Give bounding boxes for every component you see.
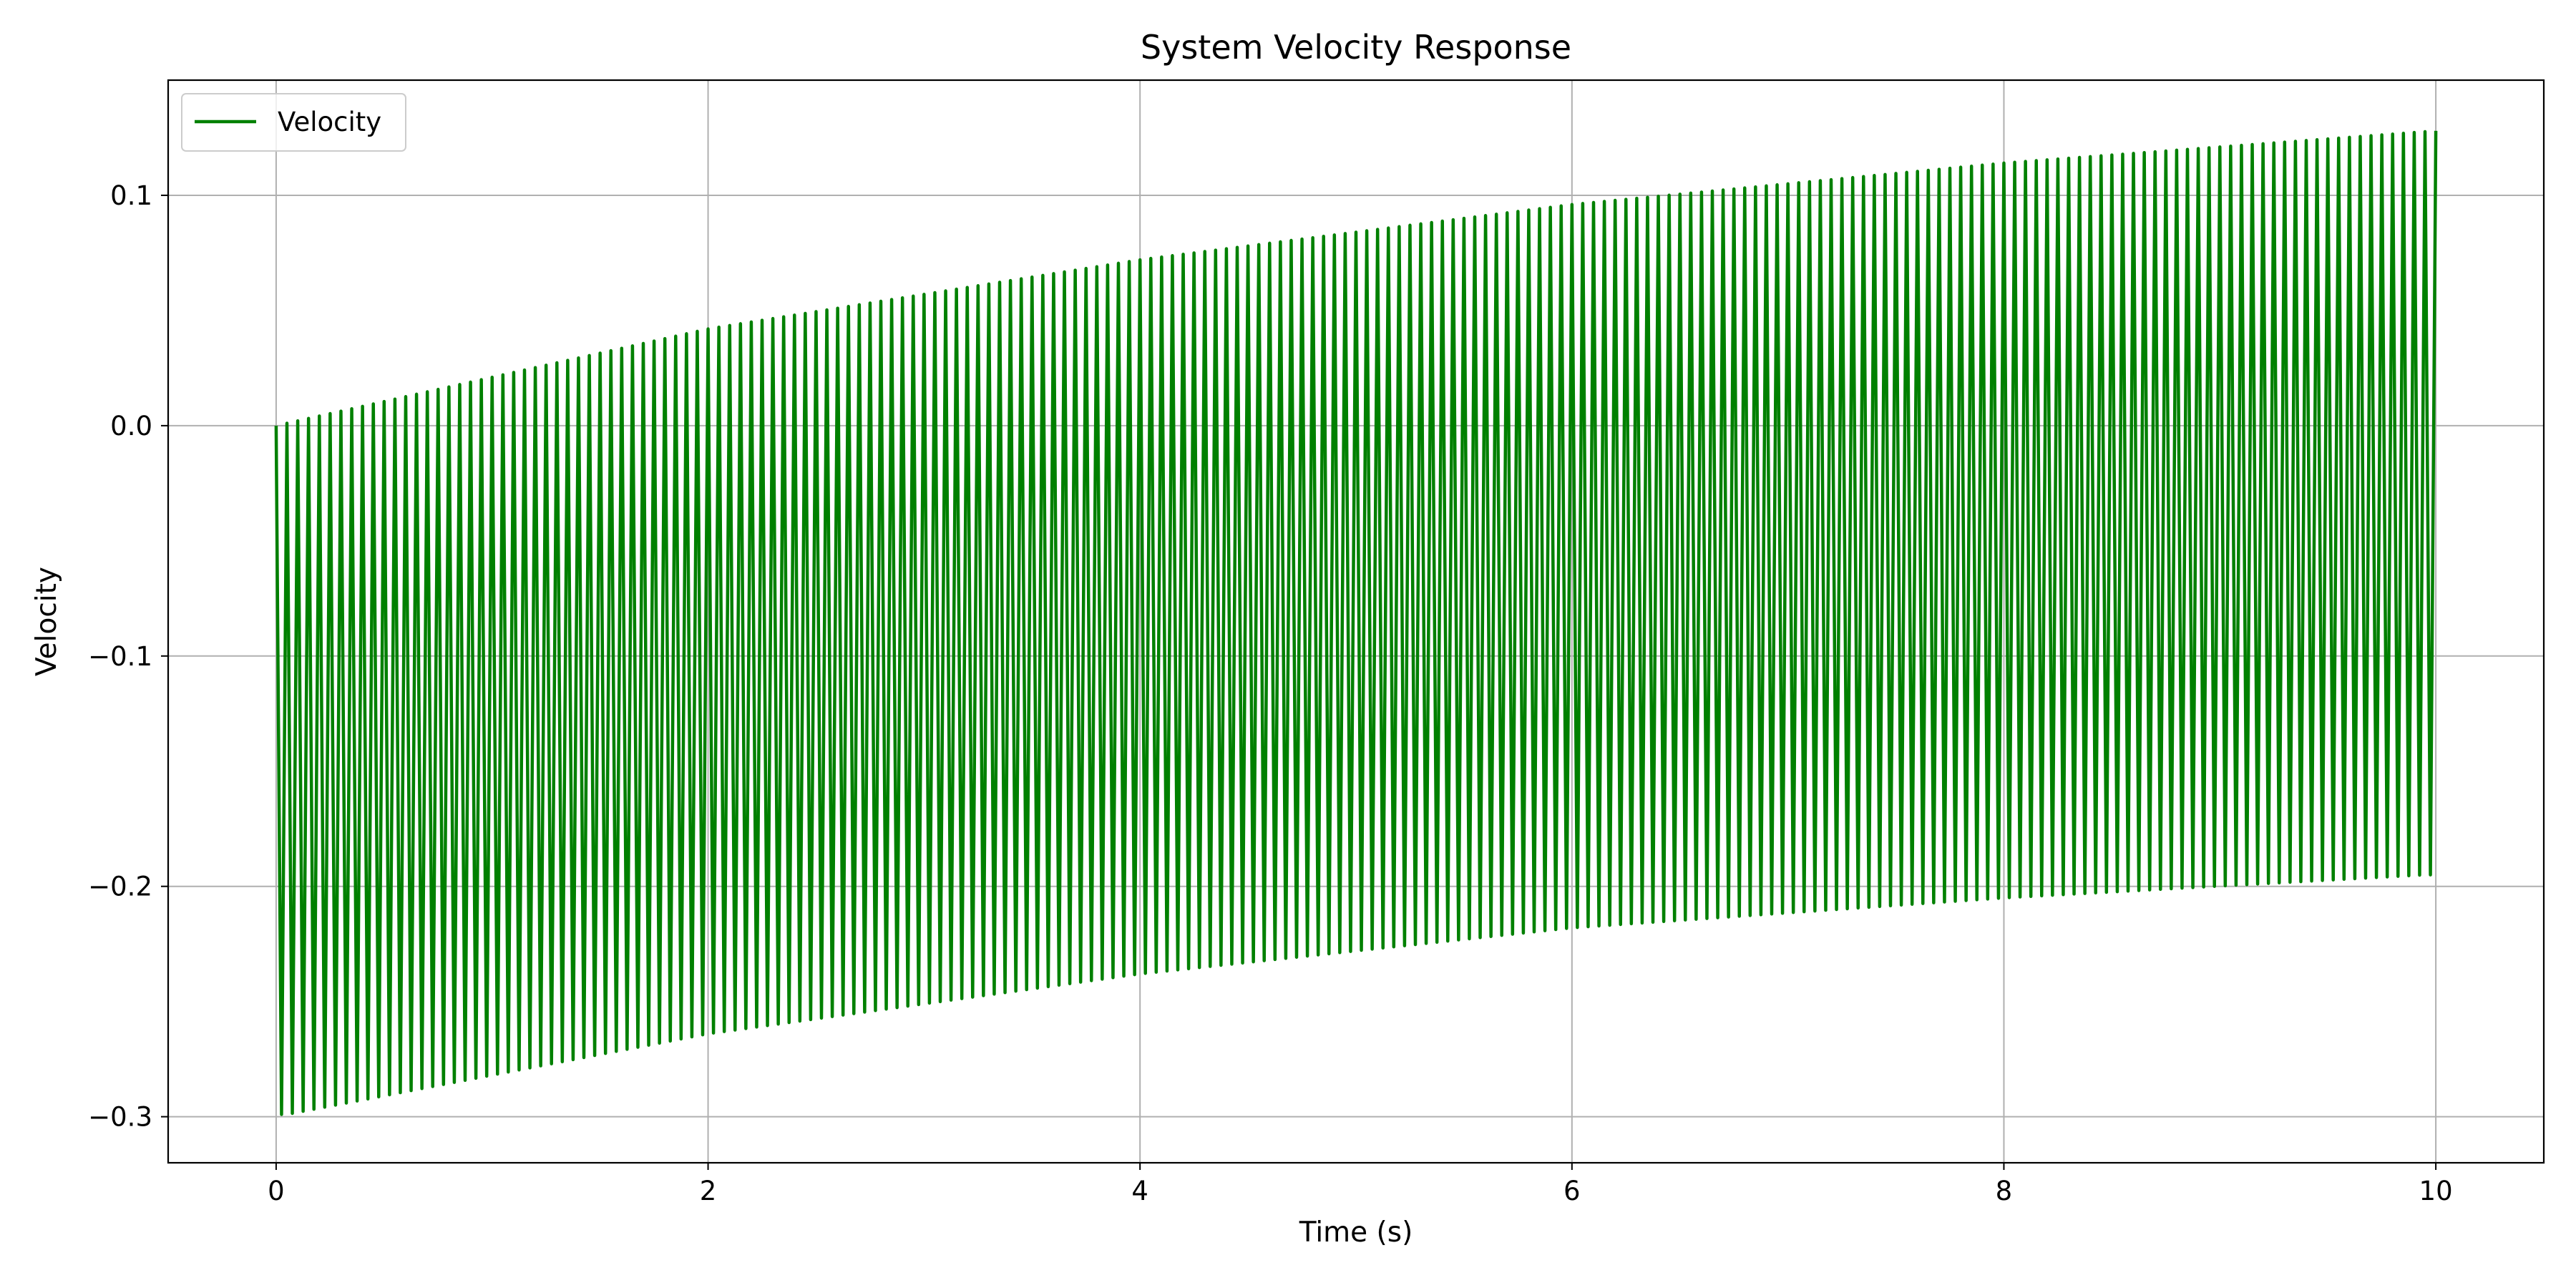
x-tick-label: 0	[268, 1176, 285, 1206]
y-tick-label: −0.1	[88, 641, 152, 672]
x-axis-label: Time (s)	[1299, 1216, 1413, 1249]
legend-box	[181, 93, 406, 152]
axes-frame	[167, 79, 2545, 1164]
x-tick-label: 2	[700, 1176, 717, 1206]
tick-labels: 0 2 4 6 8 10 0.1 0.0 −0.1 −0.2 −0.3	[88, 180, 2452, 1206]
x-tick-label: 4	[1131, 1176, 1148, 1206]
y-tick-label: 0.1	[110, 180, 152, 211]
x-tick-label: 8	[1996, 1176, 2013, 1206]
tick-marks	[161, 194, 2437, 1170]
plot-area	[274, 130, 2438, 1116]
y-tick-label: −0.3	[88, 1102, 152, 1133]
legend-label-velocity: Velocity	[278, 107, 381, 137]
y-tick-label: 0.0	[110, 411, 152, 441]
x-tick-label: 6	[1563, 1176, 1581, 1206]
legend: Velocity	[181, 93, 406, 152]
y-axis-label: Velocity	[31, 567, 63, 676]
chart-title: System Velocity Response	[1141, 28, 1571, 67]
x-tick-label: 10	[2419, 1176, 2453, 1206]
series-line-velocity	[274, 130, 2438, 1116]
y-tick-label: −0.2	[88, 872, 152, 902]
